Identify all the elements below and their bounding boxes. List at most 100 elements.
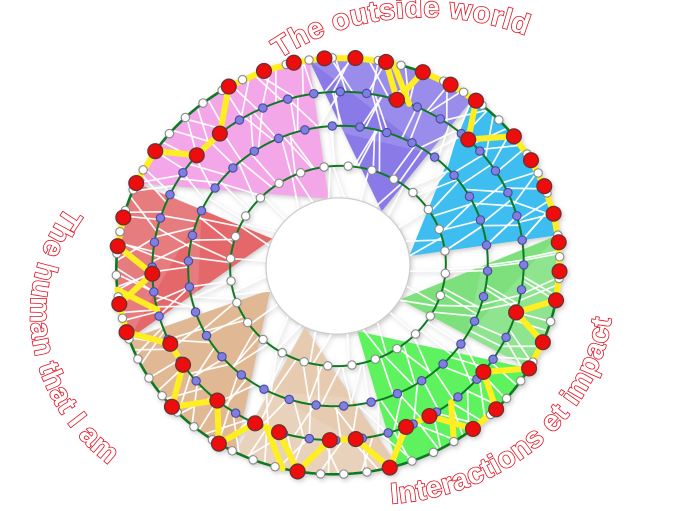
highlighted-node[interactable] — [545, 205, 562, 222]
network-node[interactable] — [277, 348, 287, 358]
network-node[interactable] — [149, 237, 160, 248]
highlighted-node[interactable] — [209, 392, 226, 409]
highlighted-node[interactable] — [347, 431, 364, 448]
highlighted-node[interactable] — [163, 398, 180, 415]
highlighted-node[interactable] — [388, 91, 406, 108]
network-node[interactable] — [382, 127, 392, 138]
network-node[interactable] — [425, 311, 436, 321]
network-node[interactable] — [370, 354, 381, 364]
network-node[interactable] — [284, 394, 294, 405]
network-node[interactable] — [338, 401, 349, 411]
highlighted-node[interactable] — [321, 432, 338, 449]
highlighted-node[interactable] — [522, 152, 540, 169]
network-node[interactable] — [440, 268, 451, 279]
network-node[interactable] — [232, 297, 242, 308]
highlighted-node[interactable] — [111, 296, 128, 313]
highlighted-node[interactable] — [270, 424, 288, 441]
network-node[interactable] — [115, 226, 125, 237]
highlighted-node[interactable] — [316, 50, 333, 67]
highlighted-node[interactable] — [220, 78, 237, 95]
network-node[interactable] — [494, 115, 504, 125]
network-node[interactable] — [201, 330, 212, 341]
highlighted-node[interactable] — [536, 178, 553, 195]
network-node[interactable] — [154, 311, 164, 321]
network-node[interactable] — [392, 343, 402, 354]
network-node[interactable] — [273, 133, 284, 144]
network-node[interactable] — [545, 316, 556, 327]
network-node[interactable] — [407, 456, 417, 466]
network-node[interactable] — [412, 102, 422, 112]
highlighted-path-branch[interactable] — [448, 399, 457, 445]
network-node[interactable] — [236, 370, 247, 380]
network-node[interactable] — [435, 114, 446, 124]
network-node[interactable] — [234, 115, 245, 125]
network-node[interactable] — [210, 183, 220, 193]
network-node[interactable] — [226, 276, 236, 286]
network-node[interactable] — [434, 224, 444, 235]
network-node[interactable] — [367, 165, 377, 176]
highlighted-node[interactable] — [508, 304, 525, 321]
network-node[interactable] — [225, 253, 236, 264]
sector-pink[interactable] — [136, 60, 329, 239]
network-node[interactable] — [248, 455, 258, 465]
network-node[interactable] — [300, 125, 310, 135]
network-node[interactable] — [283, 94, 293, 104]
highlighted-node[interactable] — [381, 459, 398, 476]
highlighted-node[interactable] — [118, 324, 135, 341]
network-node[interactable] — [237, 74, 248, 85]
network-node[interactable] — [392, 388, 403, 399]
highlighted-node[interactable] — [521, 360, 538, 377]
highlighted-node[interactable] — [147, 143, 164, 160]
network-node[interactable] — [512, 211, 522, 221]
network-node[interactable] — [501, 393, 512, 404]
network-node[interactable] — [554, 252, 565, 262]
highlighted-node[interactable] — [255, 62, 273, 79]
network-node[interactable] — [410, 329, 421, 339]
network-node[interactable] — [416, 376, 427, 386]
highlighted-node[interactable] — [488, 401, 505, 418]
highlighted-node[interactable] — [162, 335, 179, 352]
highlighted-node[interactable] — [547, 292, 565, 309]
network-node[interactable] — [516, 284, 527, 295]
network-node[interactable] — [198, 98, 208, 108]
highlighted-node[interactable] — [210, 435, 227, 452]
network-node[interactable] — [438, 359, 448, 369]
highlighted-node[interactable] — [377, 53, 395, 70]
network-node[interactable] — [183, 256, 194, 266]
highlighted-node[interactable] — [467, 92, 485, 109]
highlighted-node[interactable] — [247, 415, 264, 432]
network-node[interactable] — [503, 187, 513, 198]
network-node[interactable] — [309, 88, 319, 99]
network-node[interactable] — [230, 408, 241, 418]
network-node[interactable] — [408, 187, 418, 198]
network-node[interactable] — [490, 166, 501, 176]
highlighted-node[interactable] — [460, 131, 477, 148]
network-node[interactable] — [157, 390, 167, 401]
network-node[interactable] — [429, 152, 440, 162]
network-node[interactable] — [227, 446, 237, 456]
network-node[interactable] — [133, 354, 143, 364]
highlighted-node[interactable] — [109, 238, 126, 255]
highlighted-node[interactable] — [347, 50, 364, 67]
network-node[interactable] — [501, 332, 511, 343]
network-node[interactable] — [304, 55, 314, 65]
network-node[interactable] — [435, 290, 446, 301]
network-node[interactable] — [190, 307, 201, 317]
network-node[interactable] — [180, 112, 191, 123]
network-node[interactable] — [347, 360, 357, 370]
network-node[interactable] — [184, 282, 195, 292]
highlighted-node[interactable] — [534, 334, 551, 351]
highlighted-node[interactable] — [285, 54, 302, 71]
network-node[interactable] — [469, 316, 480, 326]
network-node[interactable] — [187, 230, 198, 241]
network-node[interactable] — [478, 291, 489, 302]
network-node[interactable] — [323, 361, 333, 371]
network-node[interactable] — [217, 351, 227, 362]
highlighted-path[interactable] — [114, 55, 563, 475]
network-node[interactable] — [228, 163, 238, 173]
network-node[interactable] — [383, 428, 393, 438]
network-node[interactable] — [164, 128, 175, 139]
network-node[interactable] — [255, 193, 266, 203]
network-node[interactable] — [449, 170, 459, 181]
network-node[interactable] — [428, 447, 439, 458]
